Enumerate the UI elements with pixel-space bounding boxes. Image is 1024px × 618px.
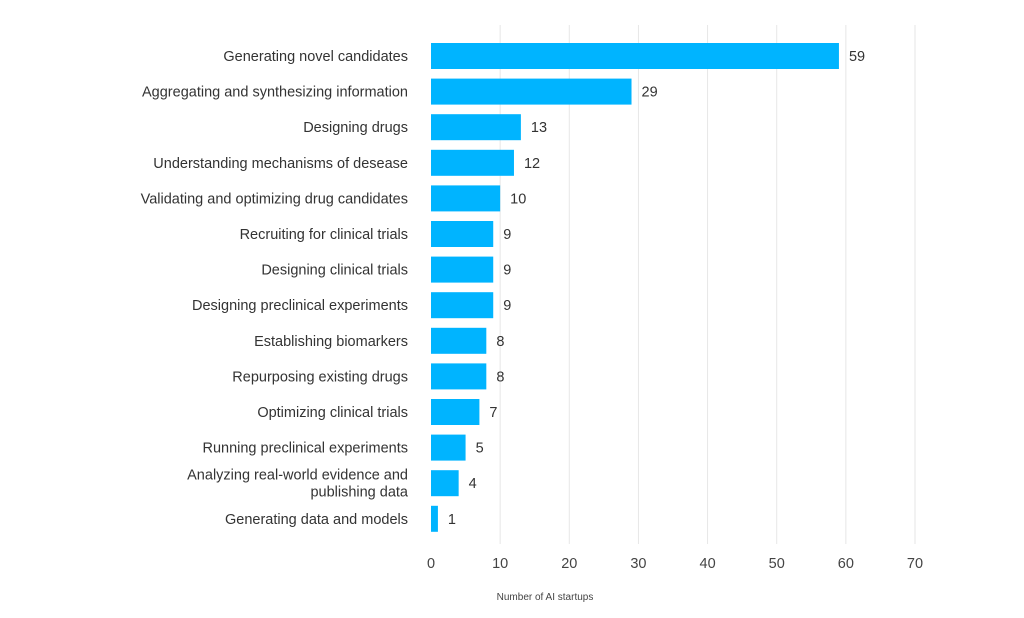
category-label: Generating data and models xyxy=(225,512,408,528)
x-axis-ticks: 0 10 20 30 40 50 60 70 xyxy=(427,556,923,572)
category-label: Validating and optimizing drug candidate… xyxy=(141,191,408,207)
category-label: Repurposing existing drugs xyxy=(232,369,408,385)
data-label: 10 xyxy=(510,191,526,207)
category-label: Designing clinical trials xyxy=(261,263,408,279)
gridlines xyxy=(499,25,916,544)
x-tick-label: 10 xyxy=(492,556,508,572)
data-label: 9 xyxy=(503,263,511,279)
category-labels: Generating novel candidates Aggregating a… xyxy=(141,49,409,528)
x-tick-label: 50 xyxy=(769,556,785,572)
data-label: 9 xyxy=(503,298,511,314)
data-label: 1 xyxy=(448,512,456,528)
data-label: 7 xyxy=(489,405,497,421)
x-axis-title: Number of AI startups xyxy=(497,592,594,603)
category-label: Aggregating and synthesizing information xyxy=(142,85,408,101)
bar xyxy=(431,78,632,105)
data-label: 13 xyxy=(531,120,547,136)
x-tick-label: 40 xyxy=(700,556,716,572)
category-label: Optimizing clinical trials xyxy=(257,405,408,421)
bar xyxy=(431,43,839,69)
data-label: 12 xyxy=(524,156,540,172)
bar xyxy=(431,149,514,176)
bar xyxy=(431,505,438,532)
data-label: 5 xyxy=(476,441,484,457)
bar xyxy=(431,327,487,354)
bar xyxy=(431,221,494,247)
data-label: 8 xyxy=(496,369,504,385)
x-tick-label: 20 xyxy=(561,556,577,572)
bars xyxy=(431,43,839,532)
data-label: 59 xyxy=(849,49,865,65)
category-label: Designing drugs xyxy=(303,120,408,136)
value-labels: 59 29 13 12 10 9 9 9 8 8 7 5 4 1 xyxy=(448,49,865,528)
x-tick-label: 30 xyxy=(630,556,646,572)
bar xyxy=(431,434,466,461)
category-label: Establishing biomarkers xyxy=(254,334,408,350)
category-label: Understanding mechanisms of desease xyxy=(153,156,408,172)
bar xyxy=(431,114,521,141)
data-label: 29 xyxy=(642,85,658,101)
x-tick-label: 0 xyxy=(427,556,435,572)
category-label: Designing preclinical experiments xyxy=(192,298,408,314)
bar xyxy=(431,185,501,212)
x-tick-label: 60 xyxy=(838,556,854,572)
data-label: 8 xyxy=(496,334,504,350)
x-tick-label: 70 xyxy=(907,556,923,572)
category-label: Analyzing real-world evidence and publish… xyxy=(187,468,409,501)
bar xyxy=(431,256,494,283)
data-label: 4 xyxy=(469,476,477,492)
category-label: Recruiting for clinical trials xyxy=(240,227,408,243)
bar xyxy=(431,292,494,319)
bar xyxy=(431,399,480,425)
bar xyxy=(431,363,487,390)
category-label: Running preclinical experiments xyxy=(202,441,408,457)
data-label: 9 xyxy=(503,227,511,243)
bar xyxy=(431,470,459,497)
category-label: Generating novel candidates xyxy=(223,49,408,65)
